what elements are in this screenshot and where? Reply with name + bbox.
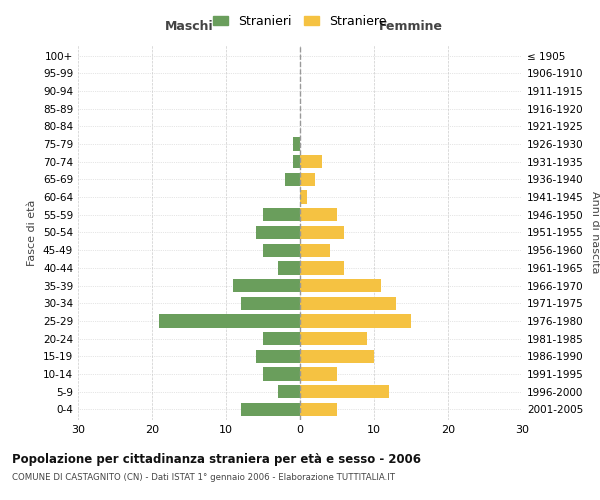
Bar xyxy=(300,350,374,363)
Bar xyxy=(300,403,337,416)
Text: COMUNE DI CASTAGNITO (CN) - Dati ISTAT 1° gennaio 2006 - Elaborazione TUTTITALIA: COMUNE DI CASTAGNITO (CN) - Dati ISTAT 1… xyxy=(12,472,395,482)
Bar xyxy=(241,296,300,310)
Bar xyxy=(300,314,411,328)
Bar xyxy=(278,261,300,274)
Bar xyxy=(256,226,300,239)
Bar xyxy=(300,155,322,168)
Bar xyxy=(278,385,300,398)
Bar xyxy=(300,244,329,257)
Bar xyxy=(233,279,300,292)
Bar xyxy=(300,279,382,292)
Y-axis label: Anni di nascita: Anni di nascita xyxy=(590,191,600,274)
Bar xyxy=(263,208,300,222)
Bar xyxy=(300,332,367,345)
Bar xyxy=(300,296,396,310)
Text: Femmine: Femmine xyxy=(379,20,443,32)
Bar xyxy=(300,385,389,398)
Bar xyxy=(300,208,337,222)
Y-axis label: Fasce di età: Fasce di età xyxy=(28,200,37,266)
Legend: Stranieri, Straniere: Stranieri, Straniere xyxy=(209,11,391,32)
Bar xyxy=(300,173,315,186)
Bar xyxy=(293,155,300,168)
Bar xyxy=(300,261,344,274)
Bar xyxy=(256,350,300,363)
Text: Popolazione per cittadinanza straniera per età e sesso - 2006: Popolazione per cittadinanza straniera p… xyxy=(12,452,421,466)
Bar xyxy=(241,403,300,416)
Bar xyxy=(300,368,337,380)
Bar xyxy=(263,368,300,380)
Bar xyxy=(285,173,300,186)
Bar xyxy=(160,314,300,328)
Bar xyxy=(263,244,300,257)
Bar xyxy=(300,190,307,204)
Bar xyxy=(263,332,300,345)
Bar xyxy=(300,226,344,239)
Text: Maschi: Maschi xyxy=(164,20,214,32)
Bar xyxy=(293,138,300,150)
